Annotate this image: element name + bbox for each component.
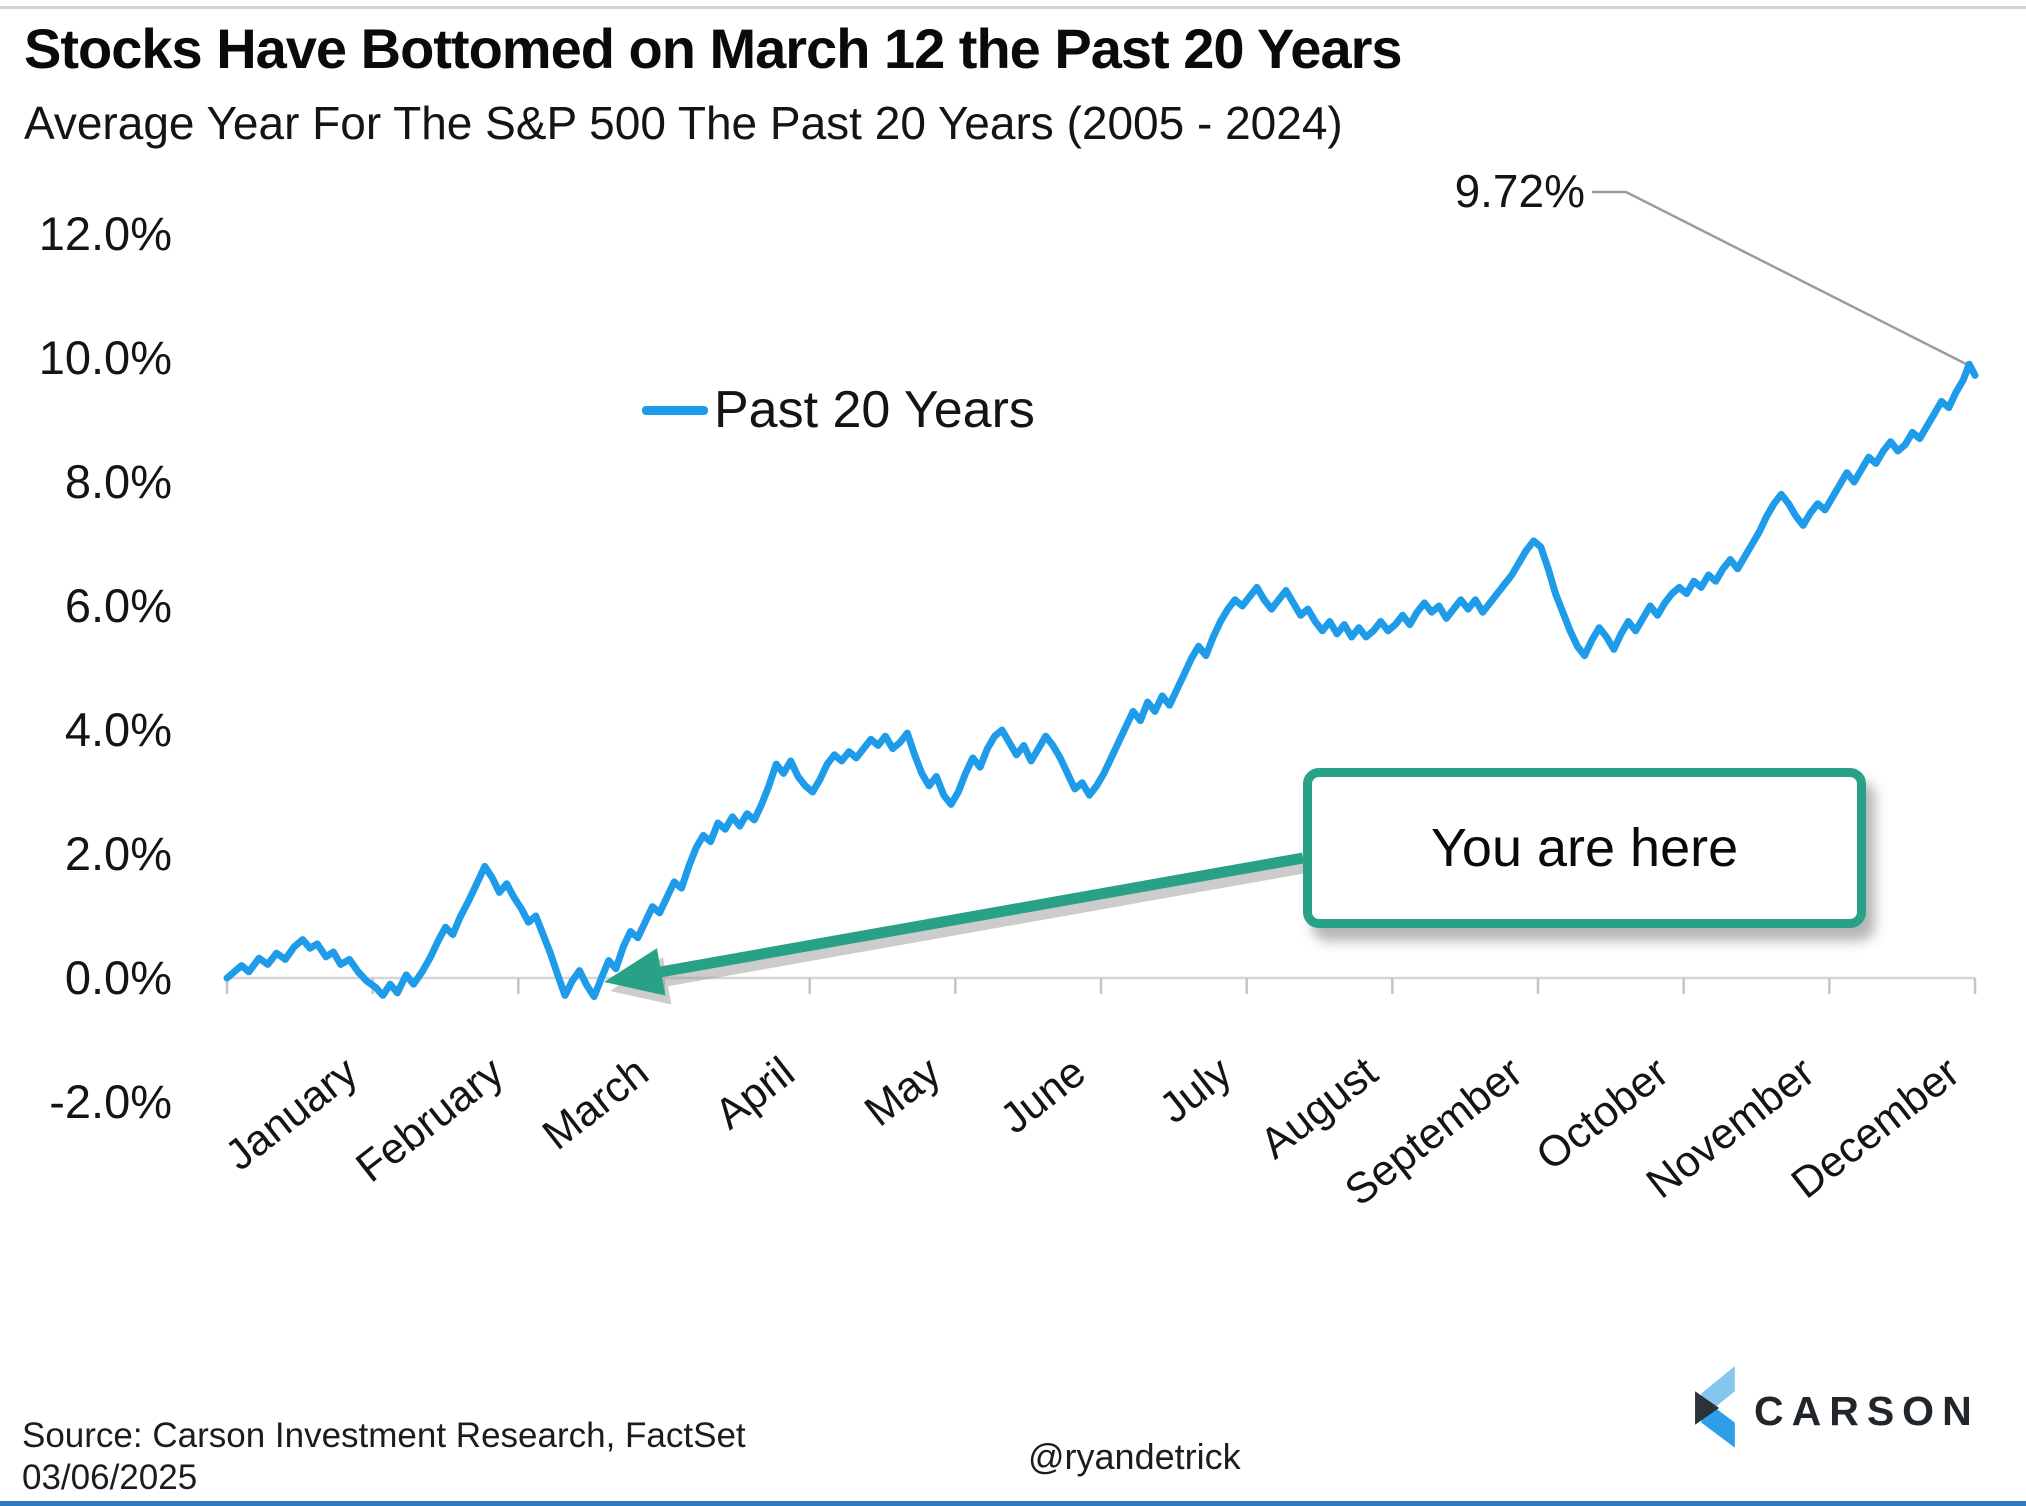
date-text: 03/06/2025 (22, 1458, 198, 1497)
carson-logo-mark (1695, 1366, 1735, 1448)
y-tick-label: -2.0% (49, 1075, 172, 1128)
callout-arrowhead (604, 948, 666, 996)
y-tick-label: 12.0% (38, 207, 172, 260)
source-text: Source: Carson Investment Research, Fact… (22, 1416, 746, 1455)
legend-label: Past 20 Years (714, 381, 1035, 439)
callout-text: You are here (1430, 818, 1739, 878)
y-tick-label: 8.0% (64, 455, 172, 508)
y-tick-label: 0.0% (64, 951, 172, 1004)
bottom-accent-bar (0, 1501, 2026, 1506)
y-tick-label: 4.0% (64, 703, 172, 756)
y-tick-label: 10.0% (38, 331, 172, 384)
page-title: Stocks Have Bottomed on March 12 the Pas… (24, 17, 1403, 80)
y-tick-label: 2.0% (64, 827, 172, 880)
carson-wordmark: CARSON (1754, 1387, 1980, 1434)
carson-logo: CARSON (1692, 1364, 1980, 1452)
callout-arrow (660, 852, 1304, 978)
callout-arrow-shadow (666, 861, 1310, 987)
top-border-line (0, 6, 2026, 9)
y-tick-label: 6.0% (64, 579, 172, 632)
chart-subtitle: Average Year For The S&P 500 The Past 20… (24, 97, 1343, 149)
series-line-past-20-years (223, 360, 1979, 1001)
you-are-here-callout: You are here (1303, 768, 1866, 928)
legend: Past 20 Years (642, 380, 1035, 440)
end-value-leader-line (1592, 190, 1971, 368)
legend-line-swatch (642, 405, 708, 415)
twitter-handle: @ryandetrick (1028, 1436, 1241, 1477)
end-value-label: 9.72% (1454, 165, 1585, 217)
